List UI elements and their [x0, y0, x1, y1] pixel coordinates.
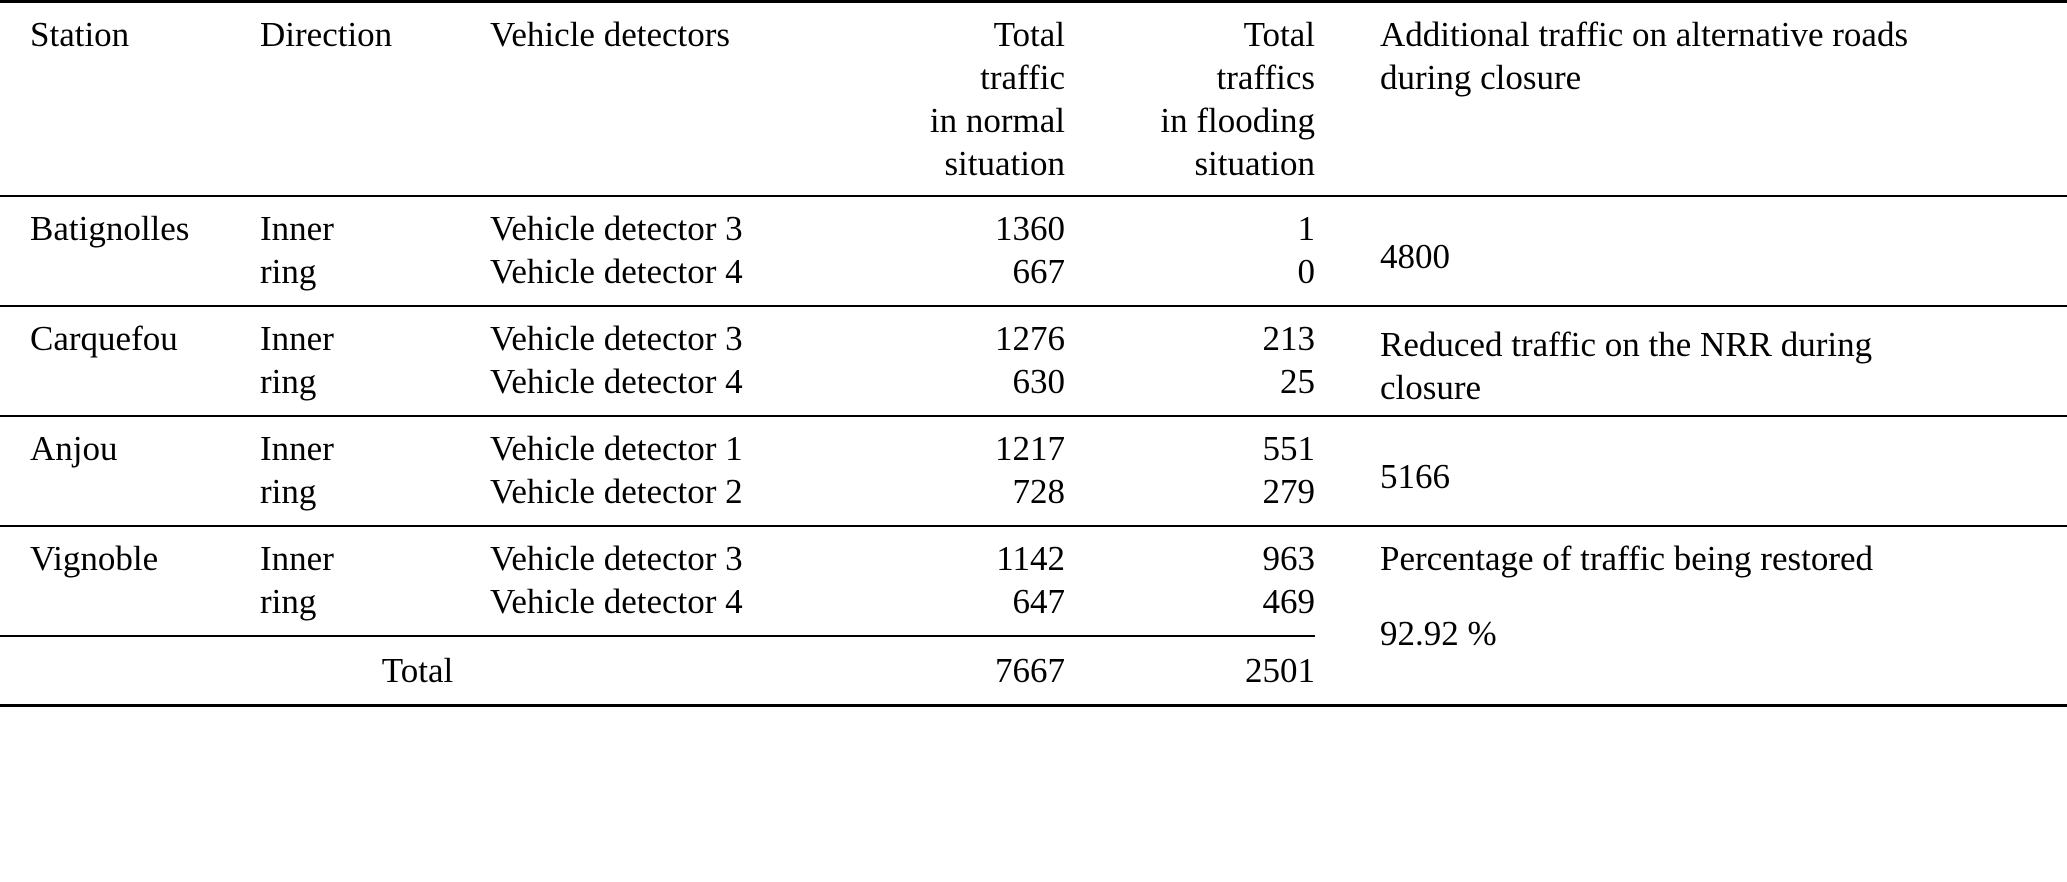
detector-cell: Vehicle detector 4	[490, 250, 835, 307]
table-row: Anjou Inner Vehicle detector 1 1217 551 …	[0, 416, 2067, 527]
flooding-traffic-value: 279	[1065, 470, 1315, 527]
flooding-traffic-value: 469	[1065, 580, 1315, 637]
detector-cell: Vehicle detector 3	[490, 319, 743, 358]
table-row: ring Vehicle detector 4 630 25	[0, 360, 2067, 417]
header-direction: Direction	[260, 0, 490, 197]
detector-cell: Vehicle detector 4	[490, 360, 835, 417]
table-row: ring Vehicle detector 4 667 0	[0, 250, 2067, 307]
table-row: Vignoble Inner Vehicle detector 3 1142 9…	[0, 526, 2067, 707]
normal-traffic-value: 728	[835, 470, 1065, 527]
normal-traffic-value: 1360	[995, 209, 1065, 248]
note-cell-anjou: 5166	[1315, 416, 2067, 527]
table-header: Station Direction Vehicle detectors Tota…	[0, 0, 2067, 197]
table-row: ring Vehicle detector 4 647 469	[0, 580, 2067, 637]
note-cell-vignoble: Percentage of traffic being restored 92.…	[1315, 526, 2067, 707]
station-cell-batignolles: Batignolles	[0, 196, 260, 307]
total-label: Total	[0, 636, 835, 707]
note-value: 92.92 %	[1380, 614, 1497, 653]
header-total-flooding: Total traffics in flooding situation	[1065, 0, 1315, 197]
total-row: Total 7667 2501	[0, 636, 2067, 707]
station-cell-anjou: Anjou	[0, 416, 260, 527]
detector-cell: Vehicle detector 3	[490, 539, 743, 578]
note-cell-batignolles: 4800	[1315, 196, 2067, 307]
flooding-traffic-value: 25	[1065, 360, 1315, 417]
normal-traffic-value: 1276	[995, 319, 1065, 358]
normal-traffic-value: 647	[835, 580, 1065, 637]
detector-cell: Vehicle detector 1	[490, 429, 743, 468]
direction-cell: Inner	[260, 209, 334, 248]
flooding-traffic-value: 551	[1262, 429, 1316, 468]
table-row: ring Vehicle detector 2 728 279	[0, 470, 2067, 527]
normal-traffic-value: 667	[835, 250, 1065, 307]
station-cell-vignoble: Vignoble	[0, 526, 260, 637]
detector-cell: Vehicle detector 2	[490, 470, 835, 527]
direction-cell: ring	[260, 580, 490, 637]
flooding-traffic-value: 213	[1262, 319, 1316, 358]
total-flooding-value: 2501	[1065, 636, 1315, 707]
detector-cell: Vehicle detector 4	[490, 580, 835, 637]
detector-cell: Vehicle detector 3	[490, 209, 743, 248]
direction-cell: Inner	[260, 539, 334, 578]
table-row: Carquefou Inner Vehicle detector 3 1276 …	[0, 306, 2067, 417]
direction-cell: ring	[260, 250, 490, 307]
table-row: Batignolles Inner Vehicle detector 3 136…	[0, 196, 2067, 307]
flooding-traffic-value: 0	[1065, 250, 1315, 307]
total-normal-value: 7667	[835, 636, 1065, 707]
header-row: Station Direction Vehicle detectors Tota…	[0, 0, 2067, 197]
flooding-traffic-value: 1	[1297, 209, 1316, 248]
flooding-traffic-value: 963	[1262, 539, 1316, 578]
header-vehicle-detectors: Vehicle detectors	[490, 0, 835, 197]
direction-cell: Inner	[260, 319, 334, 358]
traffic-table: Station Direction Vehicle detectors Tota…	[0, 0, 2067, 707]
header-total-normal: Total traffic in normal situation	[835, 0, 1065, 197]
normal-traffic-value: 630	[835, 360, 1065, 417]
normal-traffic-value: 1217	[995, 429, 1065, 468]
normal-traffic-value: 1142	[996, 539, 1065, 578]
direction-cell: Inner	[260, 429, 334, 468]
note-cell-carquefou: Reduced traffic on the NRR during closur…	[1315, 306, 2067, 417]
header-station: Station	[0, 0, 260, 197]
direction-cell: ring	[260, 470, 490, 527]
header-additional-traffic: Additional traffic on alternative roads …	[1315, 0, 2067, 197]
station-cell-carquefou: Carquefou	[0, 306, 260, 417]
direction-cell: ring	[260, 360, 490, 417]
page: Station Direction Vehicle detectors Tota…	[0, 0, 2067, 707]
note-title: Percentage of traffic being restored	[1380, 539, 1874, 578]
table-body: Batignolles Inner Vehicle detector 3 136…	[0, 196, 2067, 707]
